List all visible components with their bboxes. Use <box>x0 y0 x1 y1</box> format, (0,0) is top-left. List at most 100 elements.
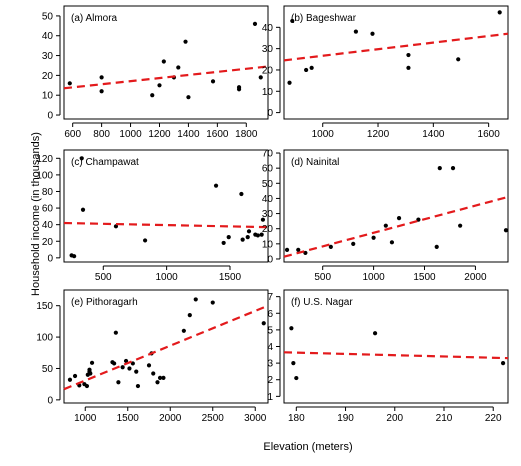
trend-line <box>63 304 269 391</box>
y-tick-label: 50 <box>262 179 274 190</box>
data-point <box>259 232 264 237</box>
data-point <box>112 361 117 366</box>
data-point <box>406 65 411 70</box>
x-tick-label: 1000 <box>156 272 179 283</box>
plot-box <box>63 149 269 263</box>
y-axis-title: Household income (in thousands) <box>30 132 42 296</box>
x-tick-label: 1600 <box>478 129 501 140</box>
panel-label: (a) Almora <box>71 13 118 24</box>
panel-label: (e) Pithoragarh <box>71 297 138 308</box>
panel-3: (c) Champawat 500 1000 1500 0 20 40 60 80 100 120 <box>36 149 269 283</box>
data-point <box>291 361 296 366</box>
data-point <box>161 375 166 380</box>
data-point <box>99 75 104 80</box>
data-point <box>67 81 72 86</box>
x-tick-label: 200 <box>386 413 403 424</box>
x-tick-label: 1000 <box>312 129 335 140</box>
y-tick-label: 120 <box>36 154 53 165</box>
data-point <box>255 233 260 238</box>
data-point <box>88 371 93 376</box>
data-point <box>406 52 411 58</box>
x-tick-label: 800 <box>93 129 110 140</box>
data-point <box>389 240 395 245</box>
data-point <box>304 67 309 73</box>
y-tick-label: 20 <box>42 71 54 82</box>
panel-label: (b) Bageshwar <box>291 13 357 24</box>
y-tick-label: 40 <box>262 23 274 34</box>
x-tick-label: 2000 <box>159 413 182 424</box>
data-point <box>370 31 375 36</box>
x-tick-label: 2500 <box>202 413 225 424</box>
data-point <box>309 65 314 70</box>
y-tick-label: 60 <box>262 164 274 175</box>
x-tick-label: 1400 <box>422 129 445 140</box>
trend-line <box>63 221 269 229</box>
y-tick-label: 150 <box>36 301 53 312</box>
data-point <box>500 361 506 366</box>
data-point <box>289 326 294 331</box>
data-point <box>80 207 86 212</box>
data-point <box>210 300 215 305</box>
data-point <box>187 313 192 318</box>
data-point <box>186 95 191 100</box>
data-point <box>456 57 461 62</box>
trend-line <box>283 32 509 62</box>
panel-label: (c) Champawat <box>71 157 139 168</box>
y-tick-label: 40 <box>262 194 274 205</box>
y-tick-label: 40 <box>42 31 54 42</box>
data-point <box>72 254 77 259</box>
trend-line <box>283 351 509 360</box>
y-tick-label: 20 <box>42 237 54 248</box>
panel-label: (d) Nainital <box>291 157 339 168</box>
data-point <box>236 87 242 92</box>
data-point <box>157 375 163 380</box>
x-tick-label: 1800 <box>235 129 258 140</box>
data-point <box>181 328 186 333</box>
data-point <box>113 330 118 335</box>
y-tick-label: 80 <box>42 187 54 198</box>
data-point <box>372 331 378 336</box>
trend-line <box>283 195 509 258</box>
x-tick-label: 190 <box>337 413 354 424</box>
y-tick-label: 60 <box>42 204 54 215</box>
y-tick-label: 0 <box>267 254 273 265</box>
panel-6: (f) U.S. Nagar 180 190 200 210 220 1 2 3 4 5 6 7 <box>267 289 509 424</box>
data-point <box>134 369 139 374</box>
x-tick-label: 1000 <box>119 129 142 140</box>
data-point <box>245 235 250 240</box>
plot-box <box>283 5 509 120</box>
data-point <box>146 363 152 368</box>
data-point <box>383 223 388 228</box>
data-point <box>351 241 356 246</box>
data-point <box>294 375 299 381</box>
panel-4: (d) Nainital 500 1000 1500 2000 0 10 20 30 40 50 60… <box>262 149 509 283</box>
y-tick-label: 50 <box>42 11 54 22</box>
panel-2: (b) Bageshwar 1000 1200 1400 1600 0 10 20 30 40 <box>262 5 509 140</box>
panel-5: (e) Pithoragarh 1000 1500 2000 2500 3000 0 50 10… <box>36 289 269 424</box>
data-point <box>113 224 119 229</box>
data-point <box>328 244 333 249</box>
data-point <box>287 80 292 85</box>
x-tick-label: 1000 <box>362 272 385 283</box>
data-point <box>157 83 162 88</box>
data-point <box>434 244 439 249</box>
data-point <box>221 240 226 246</box>
data-point <box>161 59 166 64</box>
y-tick-label: 0 <box>47 111 53 122</box>
data-point <box>79 156 84 161</box>
data-point <box>123 358 129 364</box>
data-point <box>72 373 78 379</box>
x-tick-label: 1500 <box>413 272 436 283</box>
data-point <box>176 65 181 70</box>
y-tick-label: 40 <box>42 220 54 231</box>
y-tick-label: 20 <box>262 224 274 235</box>
x-tick-label: 1500 <box>219 272 242 283</box>
data-point <box>120 365 125 370</box>
y-tick-label: 0 <box>47 395 53 406</box>
plot-box <box>63 5 269 120</box>
data-point <box>183 39 188 44</box>
x-tick-label: 2000 <box>464 272 487 283</box>
plot-box <box>63 289 269 404</box>
